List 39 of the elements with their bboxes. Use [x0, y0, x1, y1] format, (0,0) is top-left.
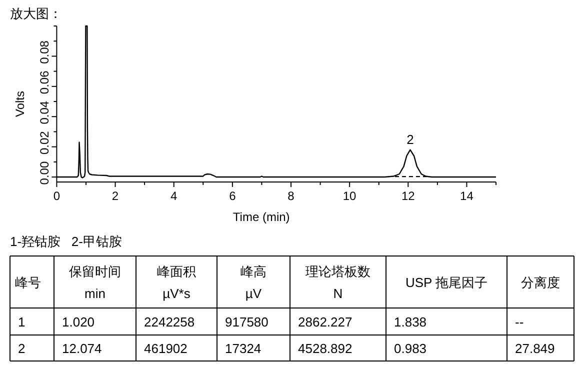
- y-tick-label: 0.08: [38, 40, 52, 64]
- text: 理论塔板数 N: [306, 264, 370, 301]
- text: 4528.892: [298, 341, 352, 356]
- y-tick-label: 0.00: [38, 161, 52, 185]
- text: 12.074: [62, 341, 102, 356]
- text: 峰面积 µV*s: [157, 264, 196, 301]
- text: 2242258: [144, 314, 195, 330]
- y-tick-label: 0.04: [38, 100, 52, 124]
- chart-title: 放大图：: [10, 6, 62, 21]
- x-tick-label: 2: [112, 189, 119, 203]
- x-tick-label: 0: [53, 189, 60, 203]
- text: 分离度: [521, 275, 560, 290]
- text: 1.020: [62, 314, 95, 330]
- text: 17324: [225, 341, 262, 356]
- x-tick-label: 8: [288, 189, 295, 203]
- x-tick-label: 14: [460, 189, 474, 203]
- text: 峰号: [15, 275, 41, 290]
- y-axis-title: Volts: [13, 90, 27, 118]
- text: 峰高 µV: [240, 264, 266, 301]
- text: 27.849: [515, 341, 555, 356]
- y-tick-label: 0.06: [38, 70, 52, 94]
- text: 1.838: [394, 314, 427, 330]
- x-tick-label: 10: [342, 189, 357, 203]
- x-tick-label: 4: [170, 189, 178, 203]
- text: USP 拖尾因子: [405, 275, 488, 290]
- text: 917580: [225, 314, 268, 330]
- text: 461902: [144, 341, 188, 356]
- x-tick-label: 12: [401, 189, 416, 203]
- text: --: [515, 314, 524, 330]
- text: 1: [18, 314, 26, 330]
- annotation: 2: [406, 132, 414, 147]
- y-tick-label: 0.02: [38, 130, 52, 154]
- text: 2862.227: [298, 314, 352, 330]
- text: 2: [18, 341, 26, 356]
- x-tick-label: 6: [229, 189, 236, 203]
- x-axis-title: Time (min): [232, 210, 290, 224]
- text: 1-羟钴胺 2-甲钴胺: [10, 234, 122, 249]
- text: 0.983: [394, 341, 427, 356]
- text: 保留时间 min: [69, 264, 121, 301]
